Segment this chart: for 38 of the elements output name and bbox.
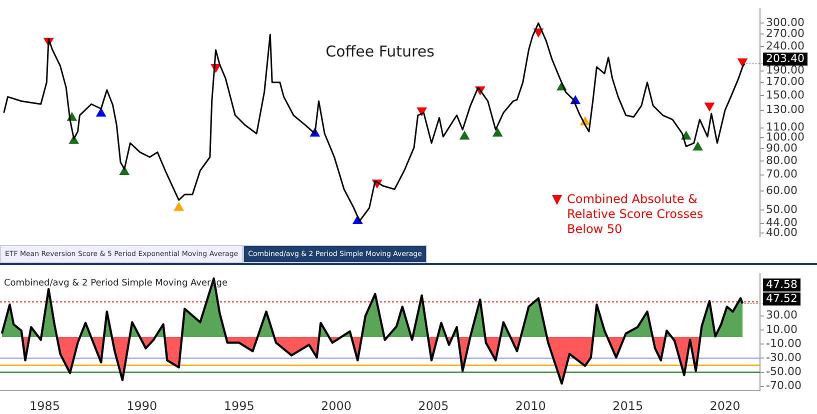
x-tick-label: 2010 [515,398,546,413]
point [692,142,703,151]
y-tick-label: 70.00 [766,168,798,181]
y-tick-label: 60.00 [766,184,798,197]
x-tick-label: 2000 [320,398,352,413]
point [96,108,106,117]
point [120,166,130,175]
y-tick-label: -50.00 [766,365,802,378]
y-tick-label: 30.00 [766,308,798,322]
y-tick-label: 130.00 [766,103,804,116]
y-tick-label: 170.00 [766,75,804,88]
y-tick-label: 270.00 [766,27,804,40]
x-tick-label: 1985 [29,398,60,413]
point [460,131,470,140]
y-tick-label: 50.00 [766,202,798,216]
y-tick-label: -10.00 [766,336,802,350]
y-tick-label: 10.00 [766,322,798,336]
x-tick-label: 2015 [612,398,644,413]
annotation: 47.52 [766,292,798,305]
legend-label: Combined Absolute & Relative Score Crosses Below 50 [567,192,704,237]
text: 47.58 [766,278,798,291]
point [492,128,502,137]
x-tick-label: 2020 [710,398,740,413]
point [738,58,748,67]
y-tick-label: -70.00 [766,379,802,392]
y-tick-label: 80.00 [766,154,798,167]
y-tick-label: 150.00 [766,88,804,102]
x-tick-label: 2005 [418,398,449,413]
point [174,202,184,211]
y-tick-label: 90.00 [766,142,798,155]
y-tick-label: -30.00 [766,351,802,364]
y-tick-label: 190.00 [766,64,804,77]
annotation: 203.40 [766,52,804,66]
y-tick-label: 300.00 [766,16,804,30]
y-tick-label: 240.00 [766,39,804,52]
x-tick-label: 1995 [224,398,254,413]
x-tick-label: 1990 [126,398,158,413]
text: Coffee Futures [326,42,435,61]
